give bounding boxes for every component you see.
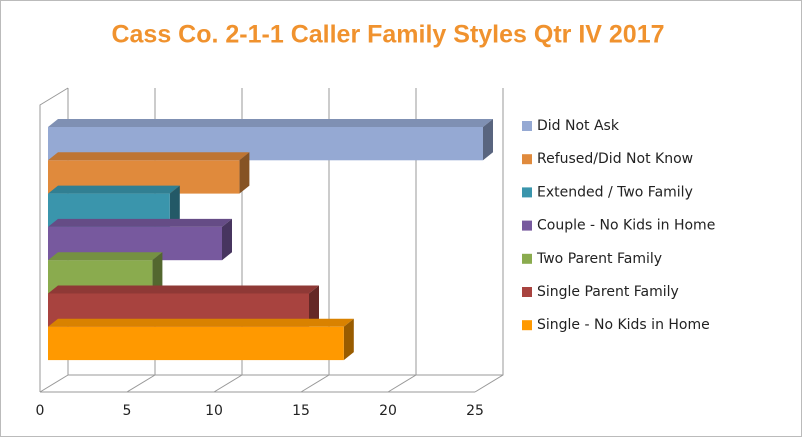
- bar-side: [309, 285, 319, 327]
- bar: [48, 326, 344, 361]
- x-tick-label: 5: [123, 403, 132, 419]
- x-tick-label: 0: [36, 403, 45, 419]
- legend-label: Refused/Did Not Know: [537, 151, 693, 167]
- x-tick-label: 25: [466, 403, 484, 419]
- x-tick-label: 20: [379, 403, 397, 419]
- x-tick-label: 10: [205, 403, 223, 419]
- x-tick-label: 15: [292, 403, 310, 419]
- legend-swatch: [522, 220, 532, 231]
- legend-label: Did Not Ask: [537, 118, 620, 134]
- bar-top: [48, 185, 180, 194]
- bar-top: [48, 218, 232, 227]
- bar-top: [48, 318, 354, 327]
- legend-swatch: [522, 187, 532, 198]
- legend-swatch: [522, 154, 532, 165]
- legend-label: Single Parent Family: [537, 284, 679, 300]
- bar-top: [48, 152, 250, 161]
- legend-label: Single - No Kids in Home: [537, 317, 710, 333]
- bar-side: [222, 218, 232, 261]
- bar-side: [152, 252, 163, 294]
- legend-swatch: [522, 320, 532, 331]
- legend-swatch: [522, 121, 532, 131]
- legend-swatch: [522, 287, 532, 297]
- bar-side: [343, 318, 354, 361]
- wall-edge: [39, 87, 69, 392]
- legend-label: Extended / Two Family: [537, 184, 693, 200]
- bar-side: [483, 119, 493, 161]
- bar-side: [239, 152, 250, 194]
- legend-label: Two Parent Family: [536, 251, 662, 267]
- legend-label: Couple - No Kids in Home: [537, 218, 715, 234]
- bar-top: [48, 119, 493, 127]
- bar-top: [48, 285, 319, 294]
- chart-title: Cass Co. 2-1-1 Caller Family Styles Qtr …: [111, 21, 664, 49]
- bar-top: [48, 252, 163, 261]
- bar-side: [169, 185, 180, 227]
- legend-swatch: [522, 253, 532, 264]
